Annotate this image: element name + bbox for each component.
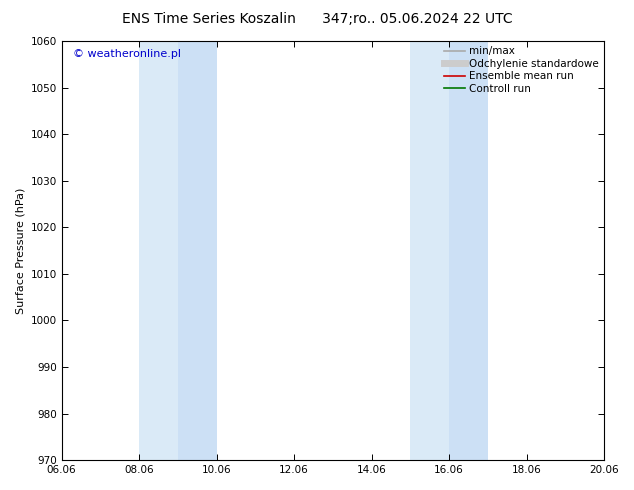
Text: ENS Time Series Koszalin      347;ro.. 05.06.2024 22 UTC: ENS Time Series Koszalin 347;ro.. 05.06.… [122, 12, 512, 26]
Bar [410, 41, 449, 460]
Y-axis label: Surface Pressure (hPa): Surface Pressure (hPa) [15, 187, 25, 314]
Bar [178, 41, 217, 460]
Bar [449, 41, 488, 460]
Bar [139, 41, 178, 460]
Text: © weatheronline.pl: © weatheronline.pl [72, 49, 181, 59]
Legend: min/max, Odchylenie standardowe, Ensemble mean run, Controll run: min/max, Odchylenie standardowe, Ensembl… [442, 44, 601, 96]
